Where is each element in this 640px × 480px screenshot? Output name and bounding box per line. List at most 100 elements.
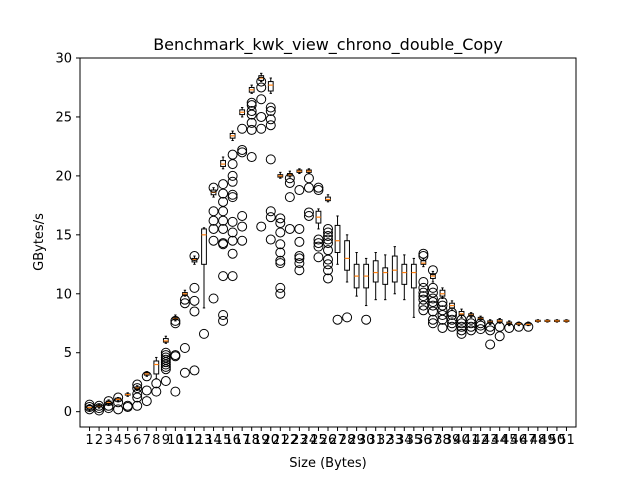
outlier-point (103, 396, 114, 407)
box-13 (199, 227, 209, 339)
box-46 (513, 321, 524, 332)
box-41 (466, 312, 477, 336)
outlier-point (523, 321, 534, 332)
box-43 (485, 319, 496, 350)
chart-title: Benchmark_kwk_view_chrono_double_Copy (153, 35, 503, 55)
outlier-point (447, 310, 457, 321)
y-tick-label: 20 (55, 169, 72, 184)
box-4 (113, 392, 124, 415)
x-tick-label: 6 (133, 433, 141, 448)
outlier-point (227, 189, 238, 200)
outlier-point (227, 216, 238, 227)
x-tick-label: 43 (482, 433, 499, 448)
outlier-point (342, 312, 353, 323)
outlier-point (246, 117, 257, 128)
x-tick-label: 21 (272, 433, 289, 448)
outlier-point (113, 404, 124, 415)
outlier-point (160, 350, 171, 361)
x-axis-label: Size (Bytes) (289, 456, 366, 471)
outlier-point (313, 241, 324, 252)
outlier-point (246, 100, 257, 111)
x-tick-label: 37 (425, 433, 442, 448)
outlier-point (275, 247, 286, 258)
y-tick-label: 0 (64, 405, 72, 420)
outlier-point (218, 188, 229, 199)
outlier-point (94, 403, 105, 414)
outlier-point (189, 365, 200, 376)
outlier-point (227, 170, 238, 181)
box-24 (303, 168, 314, 221)
box-26 (323, 194, 333, 284)
y-tick-label: 5 (64, 346, 72, 361)
outlier-point (275, 218, 286, 229)
x-tick-label: 3 (104, 433, 112, 448)
outlier-point (227, 248, 238, 259)
outlier-point (361, 314, 372, 325)
outlier-point (208, 223, 219, 234)
box-14 (208, 182, 219, 304)
outlier-point (199, 328, 209, 339)
box-11 (179, 289, 190, 378)
outlier-point (160, 352, 171, 363)
outlier-point (437, 297, 448, 308)
outlier-point (485, 325, 496, 336)
outlier-point (218, 206, 229, 217)
outlier-point (294, 223, 305, 234)
outlier-point (313, 234, 324, 245)
outlier-point (179, 367, 190, 378)
outlier-point (132, 379, 143, 390)
x-tick-label: 2 (95, 433, 103, 448)
outlier-point (179, 298, 190, 309)
x-tick-label: 25 (310, 433, 327, 448)
outlier-point (456, 325, 467, 336)
x-tick-label: 42 (472, 433, 489, 448)
x-tick-label: 16 (224, 433, 241, 448)
outlier-point (418, 291, 429, 302)
box-33 (391, 246, 398, 295)
x-tick-label: 24 (301, 433, 318, 448)
outlier-point (313, 182, 324, 193)
outlier-point (456, 328, 467, 339)
box-2 (94, 400, 105, 416)
x-tick-label: 51 (558, 433, 575, 448)
outlier-point (208, 293, 219, 304)
outlier-point (504, 322, 515, 333)
outlier-point (256, 94, 267, 105)
iqr-box (344, 240, 350, 271)
outlier-point (265, 106, 276, 117)
box-32 (382, 254, 389, 301)
y-tick-label: 10 (55, 287, 72, 302)
box-19 (256, 72, 267, 232)
outlier-point (418, 287, 429, 298)
outlier-point (218, 271, 229, 282)
outlier-point (418, 305, 429, 316)
outlier-point (303, 182, 314, 193)
box-36 (418, 248, 429, 316)
x-tick-label: 20 (262, 433, 279, 448)
box-47 (523, 321, 534, 332)
outlier-point (447, 314, 457, 325)
outlier-point (475, 320, 486, 331)
x-tick-label: 17 (234, 433, 251, 448)
outlier-point (294, 185, 305, 196)
outlier-point (218, 315, 229, 326)
outlier-point (151, 386, 162, 397)
outlier-point (160, 376, 171, 387)
box-16 (227, 130, 238, 282)
outlier-point (323, 223, 333, 234)
box-18 (246, 84, 257, 163)
x-tick-label: 28 (339, 433, 356, 448)
outlier-point (256, 111, 267, 122)
outlier-point (313, 185, 324, 196)
box-48 (534, 319, 541, 323)
outlier-point (189, 251, 200, 262)
outlier-point (122, 400, 133, 411)
outlier-point (237, 123, 248, 134)
outlier-point (208, 235, 219, 246)
outlier-point (323, 231, 333, 242)
outlier-point (275, 282, 286, 293)
outlier-point (237, 147, 248, 158)
box-17 (237, 107, 248, 246)
x-tick-label: 23 (291, 433, 308, 448)
